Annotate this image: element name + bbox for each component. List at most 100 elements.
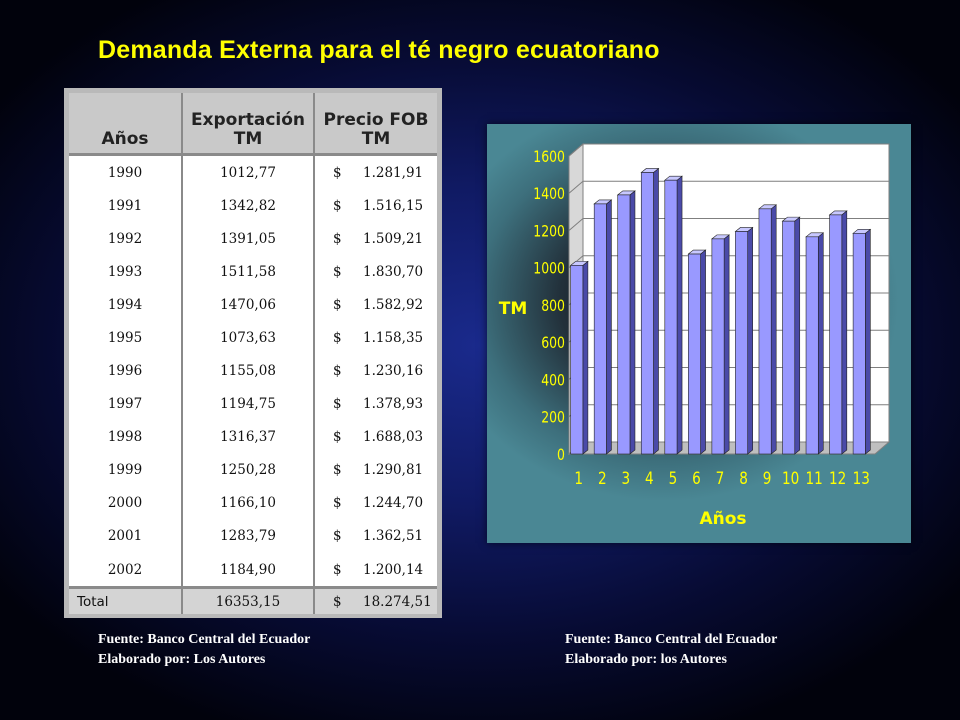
cell-year: 1999 [69,453,183,487]
table-source-line2: Elaborado por: Los Autores [98,652,266,667]
bar-side [676,175,683,455]
y-tick-label: 800 [541,298,565,316]
cell-price-value: 1.688,03 [363,429,424,446]
table-body: 1990 1012,77 $1.281,91 1991 1342,82 $1.516,15… [69,154,437,614]
table-row: 1998 1316,37 $1.688,03 [69,420,437,454]
cell-price: $1.688,03 [314,421,437,454]
x-tick-label: 4 [645,469,654,489]
y-tick-label: 1400 [533,186,565,204]
bar-side [794,216,801,455]
cell-currency: $ [333,396,342,413]
bar-side [865,228,871,455]
table-total-row: Total 16353,15 $18.274,51 [69,586,437,614]
cell-price-value: 1.378,93 [363,396,424,413]
cell-price-value: 1.158,35 [363,329,424,346]
cell-currency: $ [333,296,342,313]
table-row: 1991 1342,82 $1.516,15 [69,189,437,223]
exports-table-frame: Años Exportación TM Precio FOB TM 1990 10… [64,88,442,618]
cell-price: $1.582,92 [314,288,437,321]
cell-export: 1391,05 [182,222,315,256]
cell-currency: $ [333,429,342,446]
cell-price: $1.378,93 [314,388,437,421]
total-label: Total [69,586,183,614]
cell-price: $1.158,35 [314,321,437,354]
y-axis-title: TM [499,299,528,319]
table-row: 1992 1391,05 $1.509,21 [69,222,437,256]
header-export-line1: Exportación [190,110,306,130]
cell-price-value: 1.362,51 [363,528,424,545]
cell-currency: $ [333,164,342,181]
cell-year: 1994 [69,288,183,322]
bar [735,231,748,455]
y-tick-label: 1600 [533,149,565,167]
y-tick-label: 0 [557,447,565,465]
cell-year: 1991 [69,189,183,223]
x-tick-label: 12 [829,469,846,489]
gridline [568,180,889,194]
cell-year: 1998 [69,420,183,454]
cell-currency: $ [333,363,342,380]
table-source-line1: Fuente: Banco Central del Ecuador [98,632,311,647]
cell-year: 1997 [69,387,183,421]
bar-side [841,210,848,455]
cell-price-value: 1.509,21 [363,230,424,247]
bar-chart: 0 200 400 600 800 1000 1200 1400 1600 1 2 3 4 5 6 7 8 9 10… [487,124,911,543]
cell-currency: $ [333,528,342,545]
cell-currency: $ [333,462,342,479]
table-row: 1990 1012,77 $1.281,91 [69,154,437,190]
total-currency: $ [333,593,342,610]
cell-export: 1155,08 [182,354,315,388]
x-tick-label: 7 [716,469,725,489]
table-row: 1995 1073,63 $1.158,35 [69,321,437,355]
cell-price-value: 1.230,16 [363,363,424,380]
bar-side [606,199,612,455]
bar [711,238,725,455]
table-row: 1996 1155,08 $1.230,16 [69,354,437,388]
bar [758,208,772,455]
cell-export: 1316,37 [182,420,315,454]
y-tick-label: 200 [541,409,565,427]
cell-year: 1995 [69,321,183,355]
cell-year: 1992 [69,222,183,256]
cell-price: $1.509,21 [314,222,437,255]
table-header-row: Años Exportación TM Precio FOB TM [69,93,437,156]
total-export: 16353,15 [182,586,315,614]
exports-table: Años Exportación TM Precio FOB TM 1990 10… [69,93,437,614]
cell-price: $1.244,70 [314,487,437,520]
header-export: Exportación TM [182,93,315,156]
table-row: 2000 1166,10 $1.244,70 [69,486,437,520]
cell-price: $1.230,16 [314,355,437,388]
bar [617,194,631,455]
bar-side [747,226,753,455]
x-tick-label: 2 [598,469,607,489]
x-tick-label: 9 [763,469,772,489]
cell-export: 1511,58 [182,255,315,289]
bar [805,236,819,455]
bar [570,265,584,455]
cell-currency: $ [333,495,342,512]
cell-currency: $ [333,329,342,346]
table-row: 1993 1511,58 $1.830,70 [69,255,437,289]
chart-source-line1: Fuente: Banco Central del Ecuador [565,632,778,647]
cell-price: $1.830,70 [314,255,437,288]
x-tick-label: 11 [806,469,823,489]
bar [640,172,654,455]
y-tick-label: 600 [541,335,565,353]
page-title: Demanda Externa para el té negro ecuator… [98,36,660,64]
x-tick-label: 6 [692,469,701,489]
bar-side [723,234,730,455]
bar [829,214,843,455]
cell-price-value: 1.281,91 [363,164,424,181]
cell-year: 2001 [69,519,183,553]
cell-price: $1.290,81 [314,454,437,487]
chart-source: Fuente: Banco Central del Ecuador Elabor… [565,630,777,670]
chart-source-line2: Elaborado por: los Autores [565,652,727,667]
total-price-value: 18.274,51 [363,593,432,610]
cell-year: 2000 [69,486,183,520]
gridline [568,143,889,157]
bar [688,253,701,455]
cell-year: 1993 [69,255,183,289]
cell-price: $1.200,14 [314,553,437,588]
bar-side [629,190,636,455]
